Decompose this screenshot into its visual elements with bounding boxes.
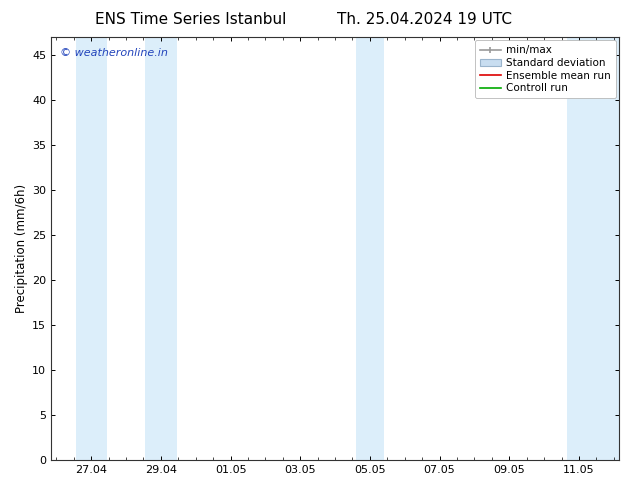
Text: ENS Time Series Istanbul: ENS Time Series Istanbul bbox=[94, 12, 286, 27]
Legend: min/max, Standard deviation, Ensemble mean run, Controll run: min/max, Standard deviation, Ensemble me… bbox=[475, 40, 616, 98]
Bar bbox=[567, 37, 619, 460]
Bar bbox=[75, 37, 107, 460]
Bar bbox=[356, 37, 384, 460]
Text: Th. 25.04.2024 19 UTC: Th. 25.04.2024 19 UTC bbox=[337, 12, 512, 27]
Bar bbox=[145, 37, 176, 460]
Y-axis label: Precipitation (mm/6h): Precipitation (mm/6h) bbox=[15, 184, 28, 313]
Text: © weatheronline.in: © weatheronline.in bbox=[60, 48, 167, 58]
